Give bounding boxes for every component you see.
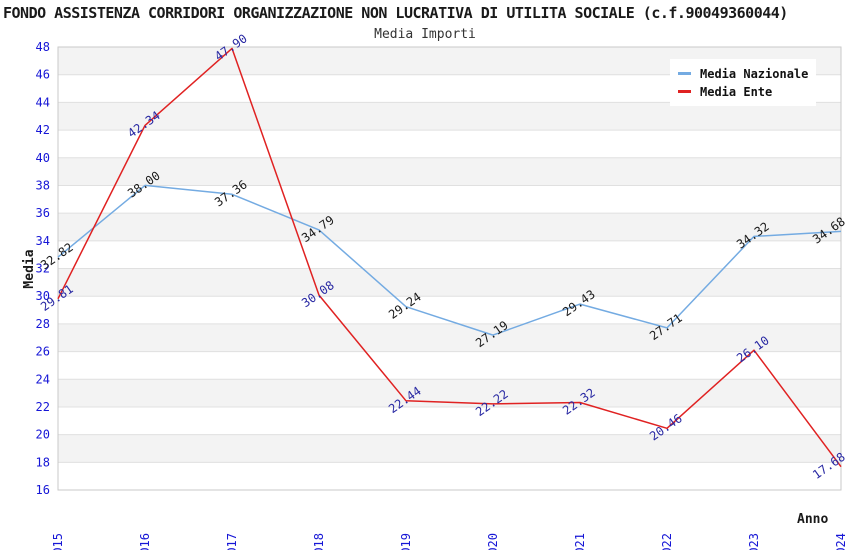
y-tick-label: 26 (36, 345, 50, 359)
y-tick-label: 16 (36, 483, 50, 497)
x-tick-label: 2024 (834, 533, 848, 550)
x-tick-label: 2022 (660, 533, 674, 550)
plot-band (58, 213, 841, 241)
x-tick-label: 2019 (399, 533, 413, 550)
series-line-media-nazionale (57, 184, 842, 336)
chart-title: FONDO ASSISTENZA CORRIDORI ORGANIZZAZION… (3, 4, 788, 22)
x-tick-label: 2017 (225, 533, 239, 550)
line-swatch-icon (678, 72, 691, 75)
y-axis-title: Media (22, 249, 37, 289)
x-tick-label: 2021 (573, 533, 587, 550)
plot-band (58, 157, 841, 186)
x-tick-label: 2023 (747, 533, 761, 550)
legend-item-media-nazionale: Media Nazionale (678, 65, 816, 82)
y-tick-label: 34 (36, 234, 50, 248)
x-tick-label: 2018 (312, 533, 326, 550)
y-tick-label: 32 (36, 262, 50, 276)
y-tick-label: 36 (36, 206, 50, 220)
chart-subtitle: Media Importi (374, 27, 476, 42)
y-tick-label: 28 (36, 317, 50, 331)
plot-band (58, 434, 841, 463)
line-swatch-icon (678, 90, 691, 93)
y-tick-label: 48 (36, 40, 50, 54)
legend-label: Media Ente (700, 84, 773, 99)
legend: Media Nazionale Media Ente (670, 59, 816, 106)
x-tick-label: 2020 (486, 533, 500, 550)
x-tick-label: 2016 (138, 533, 152, 550)
y-tick-label: 30 (36, 289, 50, 303)
y-tick-label: 20 (36, 428, 50, 442)
y-tick-label: 42 (36, 123, 50, 137)
series-line-media-ente (57, 47, 842, 468)
x-tick-label: 2015 (51, 533, 65, 550)
legend-item-media-ente: Media Ente (678, 83, 816, 100)
x-axis-title: Anno (797, 512, 829, 527)
plot-band (58, 102, 841, 131)
y-tick-label: 46 (36, 68, 50, 82)
y-tick-label: 38 (36, 178, 50, 192)
y-tick-label: 24 (36, 372, 50, 386)
plot-band (58, 268, 841, 297)
y-tick-label: 18 (36, 455, 50, 469)
y-tick-label: 40 (36, 151, 50, 165)
y-tick-label: 44 (36, 95, 50, 109)
plot-border (57, 46, 842, 491)
y-tick-label: 22 (36, 400, 50, 414)
point-label: 29.81 (38, 282, 76, 314)
plot-band (58, 323, 841, 352)
legend-label: Media Nazionale (700, 66, 809, 81)
